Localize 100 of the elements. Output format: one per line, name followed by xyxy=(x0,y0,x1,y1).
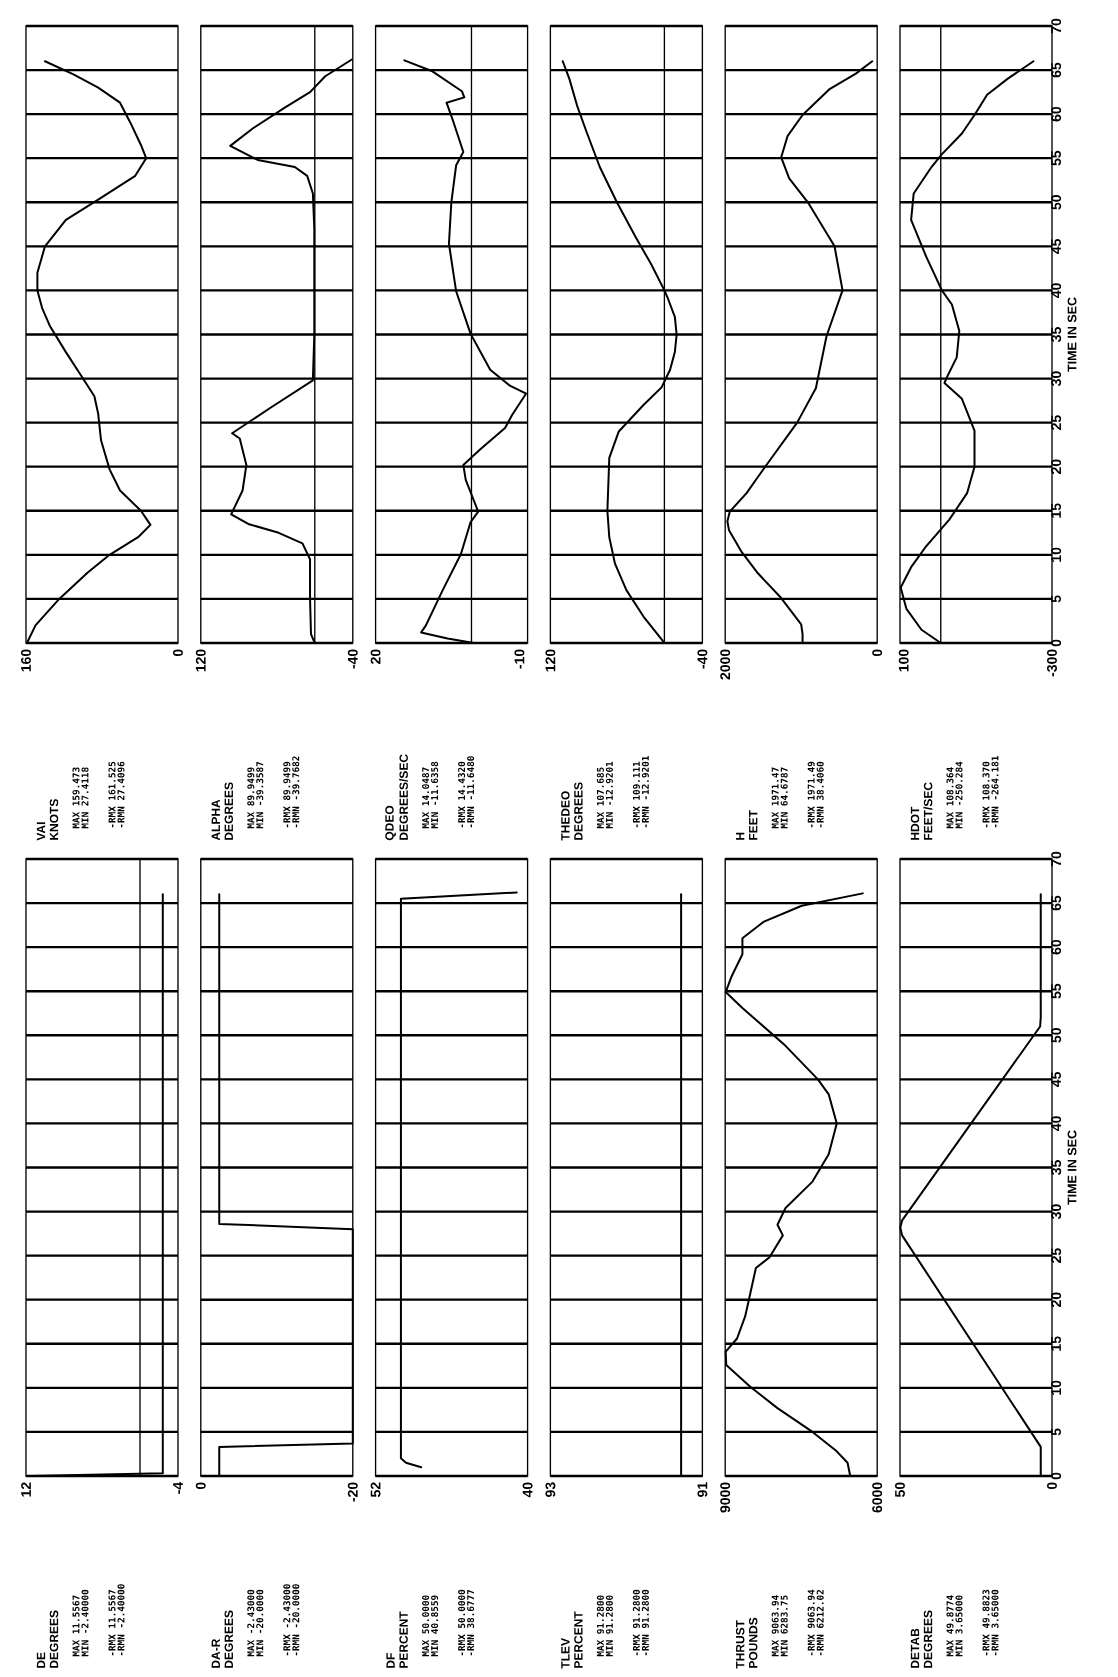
text: MIN -20.0000 xyxy=(256,1589,264,1657)
text: POUNDS xyxy=(748,1617,758,1668)
text: MIN 40.8559 xyxy=(431,1595,439,1657)
text: MIN -250.284 xyxy=(955,761,963,829)
y-tick-label: 70 xyxy=(1051,851,1062,867)
text: -RMN 38.4060 xyxy=(816,761,824,828)
text: MIN 6283.75 xyxy=(780,1595,788,1657)
text: FEET/SEC xyxy=(923,782,933,840)
y-tick-label: 35 xyxy=(1051,327,1062,342)
text: -RMX 89.9499 xyxy=(283,761,291,828)
x-tick-label: 2000 xyxy=(720,649,731,680)
text: THEDEO xyxy=(561,791,570,841)
text: -RMN -2.40000 xyxy=(117,1584,125,1656)
y-tick-label: 20 xyxy=(1051,1292,1062,1307)
text: MAX 1971.47 xyxy=(771,767,779,829)
text: MIN 64.6787 xyxy=(780,767,788,829)
text: MIN -12.9201 xyxy=(605,761,613,829)
x-tick-label: 0 xyxy=(872,649,883,657)
text: MIN -2.40000 xyxy=(81,1589,89,1657)
x-tick-label: -40 xyxy=(697,649,708,669)
x-tick-label: 0 xyxy=(195,1482,206,1490)
text: DEGREES xyxy=(923,1610,933,1668)
text: MAX 107.685 xyxy=(596,767,604,829)
text: MAX 49.8774 xyxy=(946,1595,954,1657)
text: PERCENT xyxy=(574,1611,583,1668)
y-tick-label: 15 xyxy=(1051,1336,1061,1351)
text: -RMN -264.181 xyxy=(991,756,999,828)
text: VAI xyxy=(36,822,46,841)
text: MAX 91.2800 xyxy=(596,1595,604,1657)
text: DEGREES xyxy=(224,782,234,840)
x-tick-label: 50 xyxy=(895,1482,905,1498)
y-tick-label: 65 xyxy=(1051,62,1062,78)
y-tick-label: 70 xyxy=(1051,18,1062,34)
text: MIN -39.3587 xyxy=(256,761,264,829)
text: DEGREES xyxy=(49,1610,59,1668)
y-tick-label: 60 xyxy=(1051,939,1062,955)
text: KNOTS xyxy=(49,799,59,840)
text: PERCENT xyxy=(399,1611,408,1668)
text: -RMN 38.6777 xyxy=(467,1589,475,1656)
text: DEGREES xyxy=(574,782,583,840)
x-tick-label: 9000 xyxy=(720,1482,731,1513)
text: QDEO xyxy=(385,805,396,841)
text: THRUST xyxy=(735,1620,745,1669)
x-tick-label: 100 xyxy=(898,649,909,672)
text: MAX 108.364 xyxy=(946,767,954,829)
x-tick-label: 6000 xyxy=(872,1482,883,1513)
y-tick-label: 60 xyxy=(1051,106,1062,122)
text: MAX 11.5567 xyxy=(72,1595,80,1657)
x-tick-label: -20 xyxy=(347,1482,358,1502)
y-tick-label: 40 xyxy=(1051,1116,1062,1131)
y-tick-label: 5 xyxy=(1051,1428,1061,1436)
y-tick-label: 50 xyxy=(1051,195,1062,210)
text: MAX 14.0487 xyxy=(422,767,430,829)
text: HDOT xyxy=(910,806,920,840)
text: DETAB xyxy=(910,1628,920,1668)
text: ALPHA xyxy=(211,799,220,841)
x-tick-label: -10 xyxy=(514,649,525,669)
text: -RMX 9063.94 xyxy=(807,1589,815,1656)
x-tick-label: 40 xyxy=(522,1482,533,1498)
y-tick-label: 15 xyxy=(1051,503,1061,518)
text: MAX 159.473 xyxy=(72,767,80,829)
x-tick-label: 160 xyxy=(21,649,31,672)
text: MIN 3.65000 xyxy=(955,1595,963,1657)
text: -RMX 50.0000 xyxy=(458,1589,466,1656)
x-tick-label: 120 xyxy=(545,649,556,672)
x-tick-label: 52 xyxy=(370,1482,381,1498)
y-tick-label: 35 xyxy=(1051,1160,1062,1175)
text: -RMN 27.4096 xyxy=(117,761,125,828)
text: DEGREES xyxy=(224,1610,234,1668)
text: H xyxy=(736,832,745,840)
y-tick-label: 65 xyxy=(1051,895,1062,911)
x-tick-label: 91 xyxy=(697,1482,708,1497)
text: -RMX 161.525 xyxy=(108,761,116,828)
y-tick-label: 10 xyxy=(1051,1380,1062,1395)
text: TLEV xyxy=(561,1638,570,1669)
text: MIN 27.4118 xyxy=(81,767,89,829)
x-tick-label: -40 xyxy=(347,649,358,669)
x-tick-label: 93 xyxy=(545,1482,556,1497)
y-tick-label: 55 xyxy=(1051,150,1061,166)
text: -RMX 1971.49 xyxy=(807,761,815,828)
text: -RMN -20.0000 xyxy=(292,1584,300,1656)
text: MAX 50.0000 xyxy=(422,1595,430,1657)
y-tick-label: 0 xyxy=(1051,639,1062,647)
text: -RMX 108.370 xyxy=(982,761,990,828)
text: -RMX 109.111 xyxy=(632,761,640,828)
x-tick-label: 120 xyxy=(195,649,206,672)
y-tick-label: 20 xyxy=(1051,459,1062,474)
text: -RMX 91.2800 xyxy=(632,1589,640,1656)
x-tick-label: 20 xyxy=(370,649,381,664)
y-tick-label: 45 xyxy=(1051,238,1061,254)
text: MIN 91.2800 xyxy=(605,1595,613,1657)
y-tick-label: 50 xyxy=(1051,1028,1062,1043)
x-tick-label: -4 xyxy=(173,1481,183,1494)
text: DF xyxy=(386,1653,395,1668)
y-tick-label: 30 xyxy=(1051,1204,1062,1220)
text: -RMX 11.5567 xyxy=(108,1589,116,1656)
text: DA-R xyxy=(211,1638,220,1668)
x-tick-label: 0 xyxy=(173,649,183,657)
y-axis-title: TIME IN SEC xyxy=(1067,297,1077,372)
text: -RMN 6212.02 xyxy=(816,1590,824,1656)
